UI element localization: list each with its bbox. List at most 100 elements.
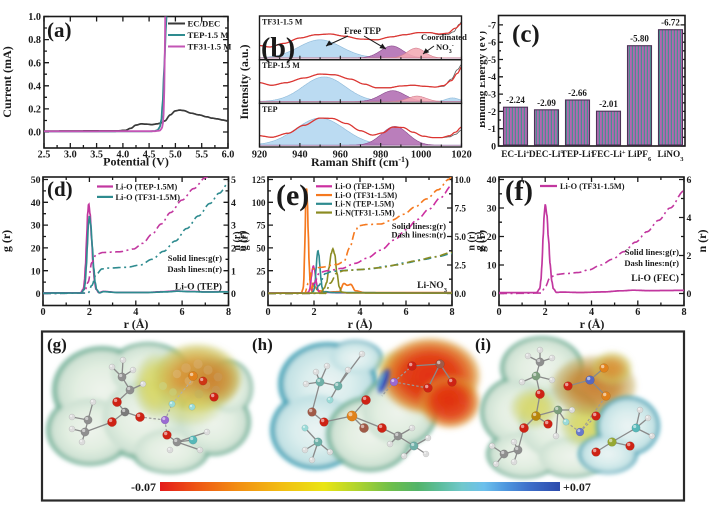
svg-text:Dash lines:n(r): Dash lines:n(r) bbox=[624, 258, 679, 268]
svg-text:8: 8 bbox=[226, 307, 231, 318]
svg-text:TEP-Li+: TEP-Li+ bbox=[561, 149, 595, 161]
svg-text:75: 75 bbox=[256, 221, 266, 231]
svg-text:g (r): g (r) bbox=[480, 230, 488, 252]
svg-text:g (r): g (r) bbox=[240, 232, 251, 251]
svg-text:Binding Energy (eV): Binding Energy (eV) bbox=[480, 31, 488, 129]
svg-text:-6.72: -6.72 bbox=[661, 18, 680, 28]
svg-text:Solid lines:g(r): Solid lines:g(r) bbox=[168, 253, 222, 263]
svg-text:Li-O (TF31-1.5M): Li-O (TF31-1.5M) bbox=[560, 182, 625, 191]
svg-text:2: 2 bbox=[231, 244, 236, 255]
svg-text:Li-O (TEP-1.5M): Li-O (TEP-1.5M) bbox=[335, 182, 395, 191]
svg-text:n (r): n (r) bbox=[695, 230, 709, 253]
svg-text:-2: -2 bbox=[488, 107, 496, 118]
svg-text:+0.07: +0.07 bbox=[563, 480, 591, 494]
svg-text:(c): (c) bbox=[512, 21, 540, 48]
svg-text:-5.80: -5.80 bbox=[630, 34, 649, 44]
svg-text:g (r): g (r) bbox=[474, 232, 485, 251]
svg-text:30: 30 bbox=[31, 221, 41, 232]
svg-text:3: 3 bbox=[231, 221, 236, 232]
svg-text:(e): (e) bbox=[276, 179, 309, 212]
svg-text:-0.07: -0.07 bbox=[131, 480, 156, 494]
svg-text:5: 5 bbox=[231, 175, 236, 186]
svg-text:10: 10 bbox=[31, 266, 41, 277]
svg-text:Intensity (a.u.): Intensity (a.u.) bbox=[240, 44, 251, 119]
svg-text:3.0: 3.0 bbox=[64, 150, 77, 161]
svg-text:0: 0 bbox=[261, 289, 266, 299]
svg-text:(d): (d) bbox=[47, 177, 73, 201]
svg-text:20: 20 bbox=[31, 244, 41, 255]
svg-text:10.0: 10.0 bbox=[455, 175, 471, 185]
svg-text:Li-O (TEP): Li-O (TEP) bbox=[175, 282, 222, 293]
svg-text:-1: -1 bbox=[488, 124, 496, 135]
svg-text:Raman Shift (cm-1): Raman Shift (cm-1) bbox=[311, 155, 409, 170]
svg-text:n (r): n (r) bbox=[232, 231, 243, 250]
svg-text:(i): (i) bbox=[475, 335, 491, 354]
svg-text:920: 920 bbox=[252, 150, 267, 161]
svg-text:TF31-1.5 M: TF31-1.5 M bbox=[262, 18, 303, 27]
svg-text:(b): (b) bbox=[261, 33, 295, 64]
svg-text:4: 4 bbox=[231, 198, 236, 209]
svg-text:-3: -3 bbox=[488, 90, 496, 101]
svg-text:1: 1 bbox=[231, 266, 236, 277]
svg-text:0: 0 bbox=[36, 289, 41, 300]
svg-text:Li-N (TEP-1.5M): Li-N (TEP-1.5M) bbox=[335, 200, 394, 209]
svg-text:8: 8 bbox=[681, 307, 686, 318]
svg-text:FEC-Li+: FEC-Li+ bbox=[591, 149, 625, 161]
svg-text:2: 2 bbox=[687, 251, 692, 262]
svg-text:5.0: 5.0 bbox=[169, 150, 182, 161]
svg-text:2: 2 bbox=[543, 307, 548, 318]
svg-text:Li-O (FEC): Li-O (FEC) bbox=[631, 273, 679, 284]
svg-text:Coordinated: Coordinated bbox=[421, 32, 467, 42]
svg-text:-2.66: -2.66 bbox=[568, 88, 587, 98]
svg-text:(f): (f) bbox=[505, 176, 533, 207]
svg-text:r (Å): r (Å) bbox=[124, 317, 149, 331]
svg-text:Li-O (TF31-1.5M): Li-O (TF31-1.5M) bbox=[335, 191, 398, 200]
svg-text:0.2: 0.2 bbox=[28, 105, 41, 116]
svg-text:6: 6 bbox=[180, 307, 185, 318]
svg-text:(g): (g) bbox=[47, 335, 67, 354]
svg-text:0.0: 0.0 bbox=[455, 289, 467, 299]
svg-text:EC-Li+: EC-Li+ bbox=[501, 149, 530, 161]
svg-text:0: 0 bbox=[40, 307, 45, 318]
svg-text:3.5: 3.5 bbox=[90, 150, 103, 161]
svg-text:1000: 1000 bbox=[411, 150, 431, 161]
svg-text:6.0: 6.0 bbox=[222, 150, 235, 161]
svg-text:5.0: 5.0 bbox=[455, 232, 467, 242]
svg-text:Dash lines:n(r): Dash lines:n(r) bbox=[167, 264, 222, 274]
svg-text:2.5: 2.5 bbox=[455, 261, 467, 271]
svg-text:4.0: 4.0 bbox=[117, 150, 130, 161]
svg-text:Free TEP: Free TEP bbox=[344, 26, 381, 36]
svg-text:100: 100 bbox=[252, 198, 266, 208]
svg-text:4: 4 bbox=[357, 307, 362, 318]
svg-text:2: 2 bbox=[311, 307, 316, 318]
svg-text:(h): (h) bbox=[252, 335, 273, 354]
svg-text:1020: 1020 bbox=[451, 150, 471, 161]
svg-text:4: 4 bbox=[687, 213, 692, 224]
svg-text:n (r): n (r) bbox=[467, 231, 478, 250]
svg-text:6: 6 bbox=[635, 307, 640, 318]
svg-text:0: 0 bbox=[231, 289, 236, 300]
svg-text:40: 40 bbox=[31, 198, 41, 209]
svg-text:Current (mA): Current (mA) bbox=[0, 46, 14, 117]
svg-text:30: 30 bbox=[487, 204, 497, 215]
svg-text:980: 980 bbox=[373, 150, 388, 161]
svg-text:TEP: TEP bbox=[262, 105, 278, 114]
svg-text:125: 125 bbox=[252, 175, 266, 185]
svg-text:0: 0 bbox=[496, 307, 501, 318]
svg-text:Li-NO3: Li-NO3 bbox=[417, 280, 448, 294]
svg-text:-2.09: -2.09 bbox=[537, 98, 556, 108]
svg-text:10: 10 bbox=[487, 261, 497, 272]
svg-text:4.5: 4.5 bbox=[143, 150, 156, 161]
svg-text:Solid lines:g(r): Solid lines:g(r) bbox=[392, 221, 446, 231]
svg-text:-6: -6 bbox=[488, 38, 496, 49]
svg-text:(a): (a) bbox=[47, 18, 72, 42]
svg-text:-2.01: -2.01 bbox=[599, 99, 618, 109]
svg-text:2: 2 bbox=[87, 307, 92, 318]
svg-text:6: 6 bbox=[687, 175, 692, 186]
svg-text:20: 20 bbox=[487, 232, 497, 243]
svg-text:LiNO3: LiNO3 bbox=[658, 150, 685, 163]
svg-text:-2.24: -2.24 bbox=[506, 95, 525, 105]
svg-text:Li-O (TEP-1.5M): Li-O (TEP-1.5M) bbox=[116, 182, 178, 191]
svg-text:4: 4 bbox=[133, 307, 138, 318]
svg-text:Potential (V): Potential (V) bbox=[103, 155, 169, 169]
